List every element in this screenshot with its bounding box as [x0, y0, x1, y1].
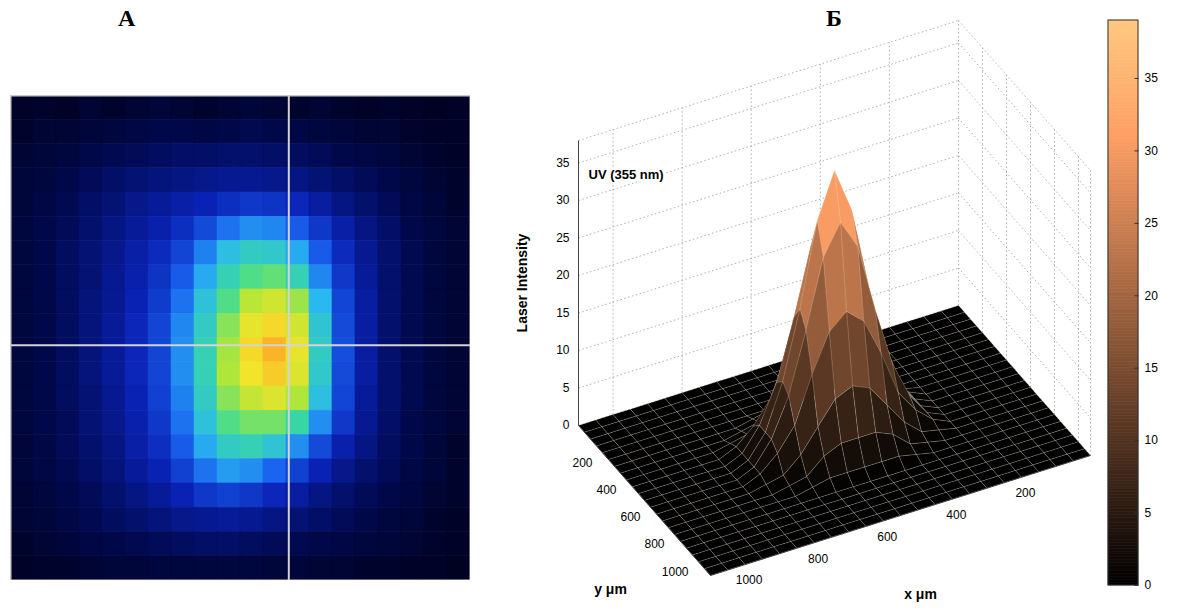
svg-text:20: 20	[1145, 289, 1159, 303]
svg-text:25: 25	[1145, 216, 1159, 230]
svg-text:20: 20	[556, 268, 570, 282]
svg-text:y μm: y μm	[594, 581, 627, 597]
svg-text:10: 10	[1145, 433, 1159, 447]
svg-text:30: 30	[556, 193, 570, 207]
svg-text:400: 400	[946, 508, 966, 522]
svg-text:800: 800	[644, 537, 664, 551]
svg-text:10: 10	[556, 343, 570, 357]
svg-text:1000: 1000	[736, 573, 763, 587]
svg-text:600: 600	[877, 530, 897, 544]
svg-text:5: 5	[1145, 506, 1152, 520]
html-text:А: А	[118, 5, 136, 31]
svg-text:1000: 1000	[662, 565, 689, 579]
svg-text:400: 400	[596, 483, 616, 497]
svg-text:15: 15	[1145, 361, 1159, 375]
svg-text:UV (355 nm): UV (355 nm)	[589, 167, 664, 182]
svg-text:35: 35	[1145, 71, 1159, 85]
svg-text:Laser Intensity: Laser Intensity	[514, 233, 530, 332]
svg-text:800: 800	[808, 552, 828, 566]
svg-text:200: 200	[1015, 486, 1035, 500]
svg-text:0: 0	[1145, 578, 1152, 592]
svg-text:0: 0	[563, 418, 570, 432]
svg-text:25: 25	[556, 231, 570, 245]
svg-text:5: 5	[563, 381, 570, 395]
html-text:Б: Б	[826, 5, 842, 31]
svg-text:15: 15	[556, 306, 570, 320]
svg-text:x μm: x μm	[904, 586, 937, 602]
svg-text:200: 200	[572, 456, 592, 470]
svg-text:30: 30	[1145, 144, 1159, 158]
svg-text:35: 35	[556, 156, 570, 170]
svg-text:600: 600	[620, 510, 640, 524]
